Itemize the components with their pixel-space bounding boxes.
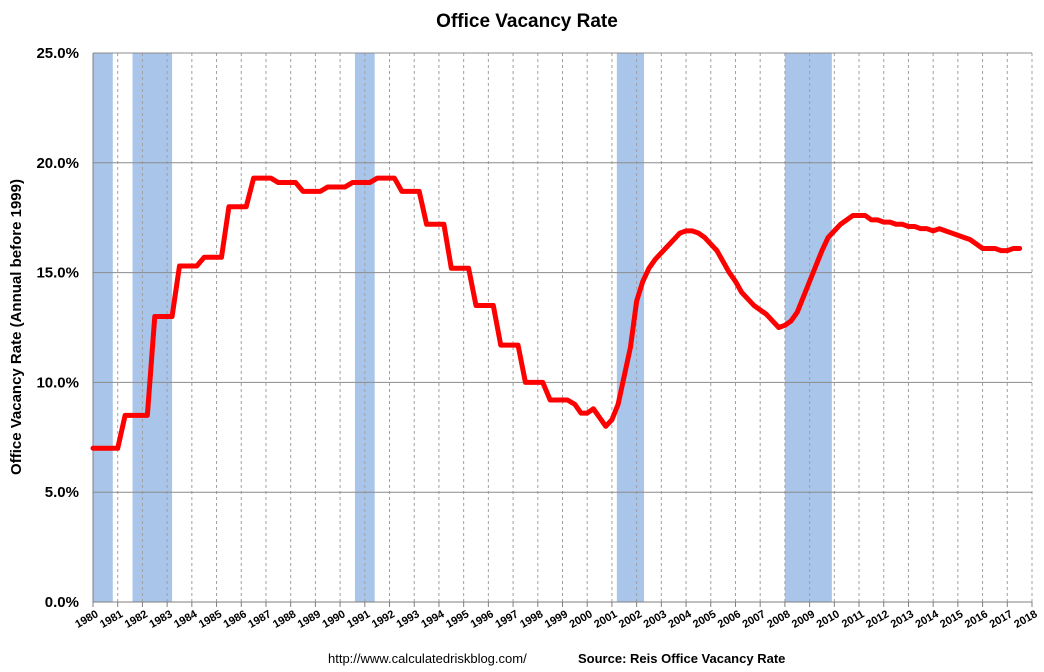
y-axis-label: Office Vacancy Rate (Annual before 1999) [8, 179, 25, 475]
x-tick-label: 1982 [123, 608, 150, 631]
x-tick-label: 1996 [469, 608, 496, 631]
y-tick-label: 25.0% [36, 45, 79, 62]
x-tick-label: 1997 [493, 608, 520, 631]
x-tick-label: 2008 [765, 608, 792, 631]
chart-title: Office Vacancy Rate [436, 11, 618, 32]
x-tick-label: 1993 [395, 608, 422, 631]
x-tick-label: 2009 [790, 608, 817, 631]
series-line-1 [90, 175, 1023, 451]
y-tick-label: 0.0% [45, 594, 79, 611]
x-tick-label: 1986 [222, 608, 249, 631]
x-tick-label: 1999 [543, 608, 570, 631]
source-credit: Source: Reis Office Vacancy Rate [578, 651, 785, 666]
x-tick-label: 1983 [147, 608, 174, 631]
x-tick-label: 1981 [98, 608, 125, 631]
x-tick-label: 2007 [740, 608, 767, 631]
x-tick-label: 1994 [419, 608, 447, 631]
y-tick-label: 5.0% [45, 484, 79, 501]
x-tick-label: 1987 [246, 608, 273, 631]
x-tick-label: 2017 [988, 608, 1015, 631]
x-tick-label: 2003 [642, 608, 669, 631]
x-tick-label: 2000 [568, 608, 595, 631]
x-tick-label: 2013 [889, 608, 916, 631]
x-tick-label: 2012 [864, 608, 891, 631]
recession-band-1 [93, 53, 113, 602]
x-tick-label: 1990 [320, 608, 347, 631]
y-tick-label: 15.0% [36, 265, 79, 282]
x-tick-label: 2001 [592, 608, 619, 631]
y-tick-label: 20.0% [36, 155, 79, 172]
source-url: http://www.calculatedriskblog.com/ [328, 651, 527, 666]
x-tick-label: 2006 [716, 608, 743, 631]
x-tick-label: 2016 [963, 608, 990, 631]
x-tick-label: 2005 [691, 608, 718, 631]
x-tick-label: 2010 [815, 608, 842, 631]
x-tick-label: 1980 [73, 608, 100, 631]
x-tick-label: 1998 [518, 608, 545, 631]
recession-band-3 [354, 53, 375, 602]
x-tick-label: 1995 [444, 608, 471, 631]
x-tick-label: 2002 [617, 608, 644, 631]
x-tick-label: 1988 [271, 608, 298, 631]
y-tick-label: 10.0% [36, 374, 79, 391]
x-tick-label: 2014 [913, 608, 941, 631]
x-tick-label: 2018 [1012, 608, 1039, 631]
recession-band-4 [616, 53, 645, 602]
x-tick-label: 1991 [345, 608, 372, 631]
x-tick-label: 1985 [197, 608, 224, 631]
x-tick-label: 1992 [370, 608, 397, 631]
x-tick-label: 2015 [938, 608, 965, 631]
x-tick-label: 1984 [172, 608, 200, 631]
x-tick-label: 1989 [296, 608, 323, 631]
x-tick-label: 2004 [666, 608, 694, 631]
recession-band-5 [784, 53, 832, 602]
x-tick-label: 2011 [840, 608, 867, 630]
